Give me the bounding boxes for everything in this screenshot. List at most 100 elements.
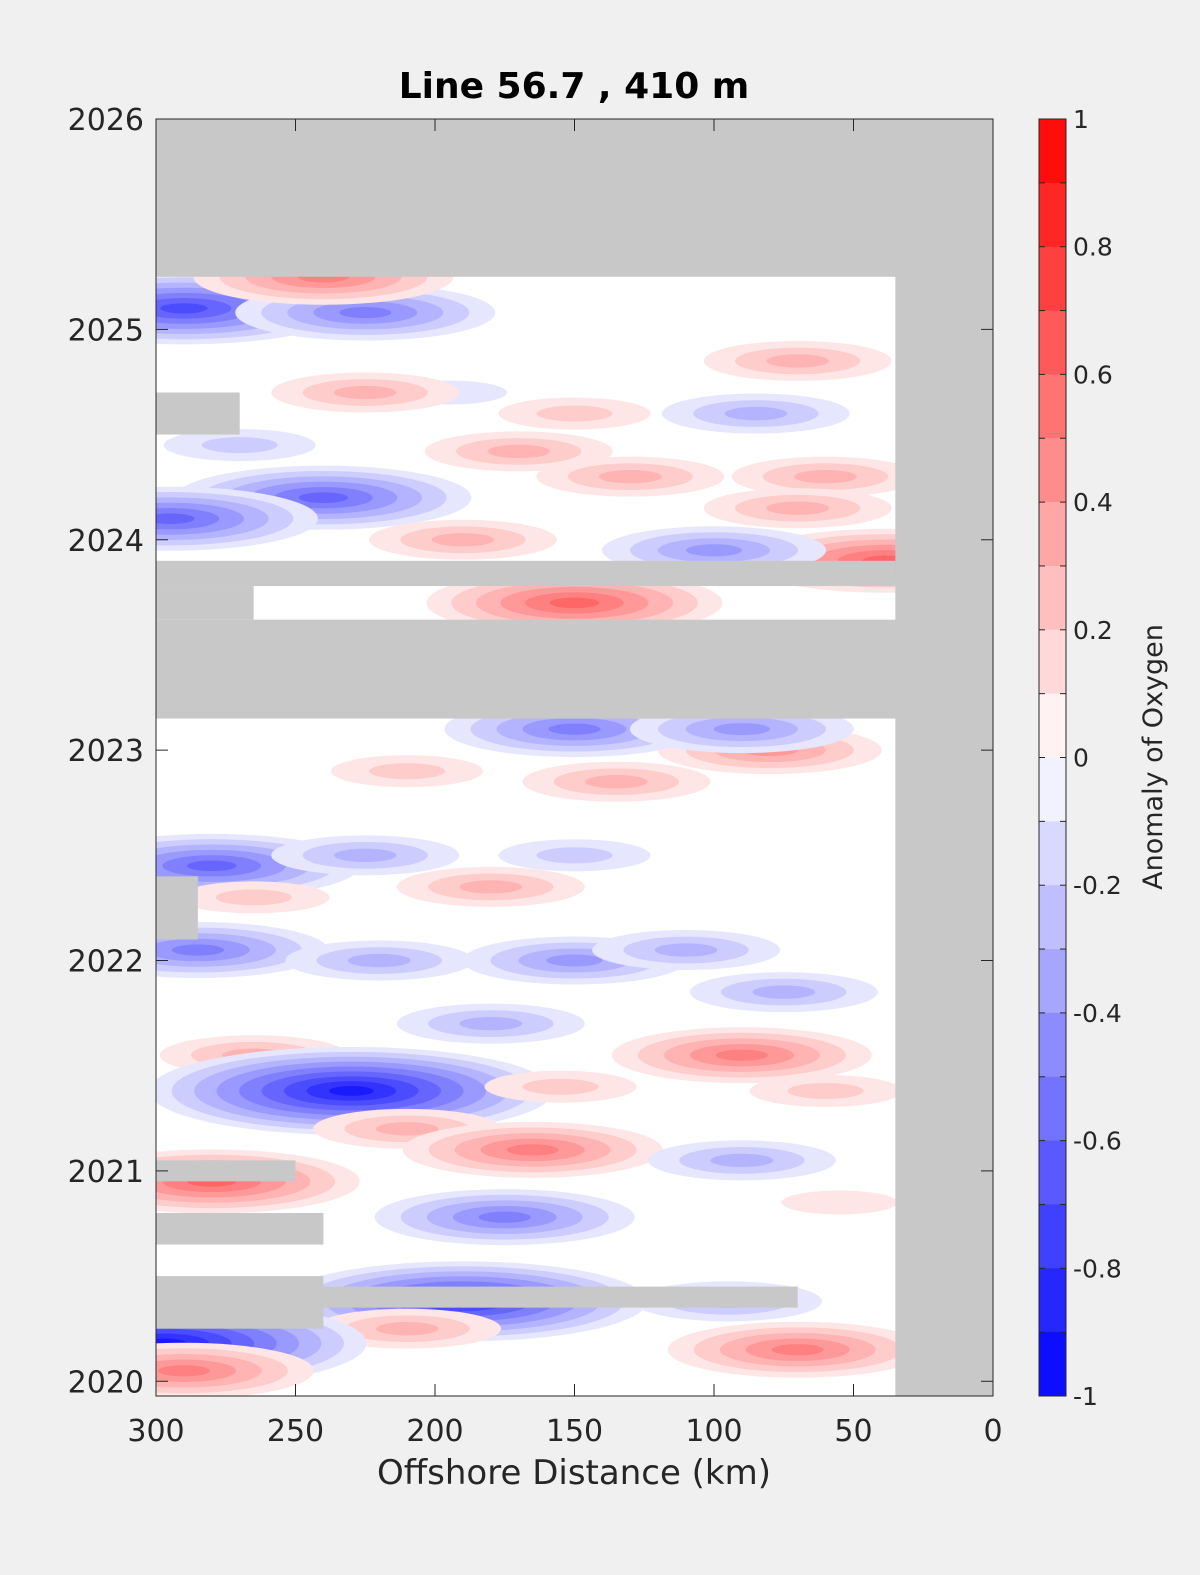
y-axis: 2020 2021 2022 2023 2024 2025 2026 [68, 103, 993, 1400]
colorbar-segment [1039, 1268, 1066, 1333]
anomaly-blob [396, 866, 585, 907]
anomaly-blob [426, 570, 723, 635]
colorbar-segment [1039, 1012, 1066, 1078]
colorbar-segment [1039, 502, 1066, 567]
anomaly-contour [478, 1211, 531, 1223]
colorbar-tick-label: -1 [1073, 1382, 1098, 1411]
anomaly-blob [368, 519, 557, 560]
anomaly-blob [703, 340, 892, 381]
anomaly-contour [487, 444, 551, 459]
y-tick-label: 2025 [68, 313, 144, 348]
colorbar-tick-label: 1 [1073, 105, 1089, 134]
colorbar-segment [1039, 1140, 1066, 1205]
anomaly-contour [654, 943, 718, 957]
no-data-region [156, 392, 240, 435]
colorbar-tick-label: -0.6 [1073, 1127, 1122, 1156]
anomaly-contour [459, 880, 523, 894]
anomaly-contour [724, 406, 788, 421]
colorbar-tick-label: 0.8 [1073, 233, 1113, 262]
no-data-region [156, 876, 198, 940]
colorbar-segment [1039, 438, 1066, 503]
anomaly-contour [160, 303, 208, 314]
colorbar-segment [1039, 629, 1066, 695]
anomaly-blob [156, 1342, 314, 1396]
colorbar-tick-label: 0.6 [1073, 360, 1113, 389]
anomaly-blob [703, 488, 892, 529]
anomaly-blob [667, 1321, 928, 1378]
anomaly-blob [271, 372, 460, 413]
x-tick-label: 100 [685, 1414, 742, 1449]
x-tick-label: 200 [406, 1414, 463, 1449]
anomaly-contour [766, 501, 830, 515]
colorbar-segment [1039, 246, 1066, 312]
colorbar-tick-label: 0 [1073, 744, 1089, 773]
anomaly-contour [548, 723, 601, 735]
anomaly-blob [285, 940, 474, 981]
plot-area [155, 118, 994, 1397]
anomaly-contour [369, 763, 446, 780]
anomaly-contour [328, 1086, 374, 1096]
anomaly-blob [484, 1070, 637, 1103]
y-tick-label: 2020 [68, 1365, 144, 1400]
anomaly-contour [766, 354, 830, 368]
colorbar-segment [1039, 821, 1066, 886]
anomaly-blob [498, 839, 651, 872]
anomaly-blob [498, 397, 651, 430]
colorbar-segment [1039, 182, 1066, 248]
colorbar-segment [1039, 310, 1066, 375]
x-axis-label: Offshore Distance (km) [377, 1453, 771, 1493]
anomaly-blob [749, 1074, 902, 1107]
anomaly-contour [156, 513, 195, 525]
colorbar-segment [1039, 565, 1066, 631]
anomaly-blob [156, 922, 328, 978]
anomaly-contour [787, 1082, 864, 1099]
anomaly-contour [333, 385, 397, 400]
colorbar-tick-label: -0.2 [1073, 871, 1122, 900]
anomaly-blob [689, 972, 878, 1013]
colorbar-segment [1039, 885, 1066, 950]
no-data-region [156, 1276, 324, 1329]
anomaly-blob [235, 284, 496, 341]
colorbar-label: Anomaly of Oxygen [1138, 624, 1169, 890]
anomaly-blob [611, 1027, 872, 1084]
anomaly-blob [156, 486, 318, 551]
x-tick-label: 150 [546, 1414, 603, 1449]
colorbar-segment [1039, 949, 1066, 1014]
anomaly-contour [157, 1365, 210, 1377]
colorbar-tick-label: 0.2 [1073, 616, 1113, 645]
x-tick-label: 300 [127, 1414, 184, 1449]
anomaly-contour [333, 848, 397, 862]
no-data-region [156, 586, 254, 620]
y-tick-label: 2024 [68, 524, 144, 559]
anomaly-blob [536, 456, 725, 497]
anomaly-contour [794, 469, 857, 484]
anomaly-contour [781, 1190, 898, 1215]
anomaly-contour [536, 405, 613, 422]
anomaly-contour [536, 847, 613, 864]
y-tick-label: 2023 [68, 734, 144, 769]
anomaly-contour [506, 1144, 559, 1156]
colorbar-segment [1039, 757, 1066, 822]
x-tick-label: 250 [267, 1414, 324, 1449]
no-data-region [156, 619, 993, 719]
anomaly-contour [375, 1122, 439, 1136]
anomaly-contour [585, 775, 648, 789]
x-tick-label: 50 [834, 1414, 872, 1449]
colorbar-segment [1039, 693, 1066, 758]
anomaly-contour [546, 954, 603, 967]
x-tick-label: 0 [983, 1414, 1002, 1449]
no-data-region [895, 119, 993, 1396]
anomaly-contour [598, 469, 662, 484]
colorbar-segment [1039, 119, 1066, 184]
chart-title: Line 56.7 , 410 m [399, 66, 750, 107]
no-data-region [156, 560, 896, 587]
anomaly-contour [752, 985, 816, 999]
x-axis: 300 250 200 150 100 50 0 [127, 119, 1003, 1449]
anomaly-contour [171, 944, 224, 956]
anomaly-contour [522, 1078, 599, 1095]
anomaly-blob [661, 393, 850, 434]
colorbar: 1 0.8 0.6 0.4 0.2 0 -0.2 -0.4 -0.6 -0.8 -1 [1038, 105, 1122, 1411]
anomaly-blob [177, 881, 330, 914]
anomaly-blob [592, 929, 781, 970]
